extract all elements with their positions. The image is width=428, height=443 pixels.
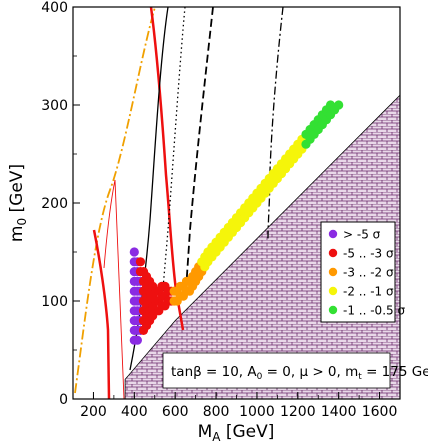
legend-marker bbox=[328, 229, 338, 239]
y-tick-label: 0 bbox=[59, 392, 68, 408]
scatter-point bbox=[135, 257, 146, 267]
black-dashdot-curve bbox=[267, 7, 284, 241]
scatter-point bbox=[132, 335, 142, 345]
y-tick-label: 100 bbox=[41, 294, 68, 310]
legend-label: > -5 σ bbox=[343, 228, 381, 242]
y-tick-label: 200 bbox=[41, 196, 68, 212]
legend-marker bbox=[328, 248, 338, 258]
scatter-point bbox=[129, 247, 139, 257]
legend-label: -3 .. -2 σ bbox=[343, 266, 394, 280]
legend-label: -2 .. -1 σ bbox=[343, 285, 394, 299]
black-dashed-curve bbox=[185, 7, 214, 291]
x-tick-label: 200 bbox=[80, 404, 107, 420]
x-axis-ticks: 200 400 600 800 1000 1200 1400 1600 bbox=[72, 392, 401, 420]
legend: > -5 σ -5 .. -3 σ -3 .. -2 σ -2 .. -1 σ -1 .… bbox=[320, 221, 405, 323]
y-tick-label: 300 bbox=[41, 98, 68, 114]
y-axis-ticks: 0 100 200 300 400 bbox=[41, 0, 80, 408]
red-thick-curve-right bbox=[149, 7, 185, 331]
scatter-point bbox=[334, 100, 344, 110]
scatter-points bbox=[129, 100, 344, 345]
legend-marker bbox=[328, 267, 338, 277]
legend-label: -5 .. -3 σ bbox=[343, 247, 394, 261]
y-axis-label: m0 [GeV] bbox=[7, 164, 29, 242]
legend-label: -1 .. -0.5 σ bbox=[343, 304, 405, 318]
orange-dashdot-curve bbox=[74, 7, 156, 394]
legend-marker bbox=[328, 305, 338, 315]
red-thick-curve-left bbox=[92, 229, 111, 399]
x-tick-label: 600 bbox=[162, 404, 189, 420]
x-tick-label: 1200 bbox=[280, 404, 316, 420]
x-tick-label: 400 bbox=[121, 404, 148, 420]
x-tick-label: 1400 bbox=[321, 404, 357, 420]
black-dotted-curve bbox=[161, 7, 186, 301]
annotation-text: tanβ = 10, A0 = 0, μ > 0, mt = 175 GeV bbox=[171, 364, 428, 382]
x-tick-label: 1000 bbox=[239, 404, 275, 420]
excluded-region bbox=[124, 94, 400, 399]
x-tick-label: 1600 bbox=[362, 404, 398, 420]
annotation-box: tanβ = 10, A0 = 0, μ > 0, mt = 175 GeV bbox=[162, 352, 428, 389]
constraint-curves bbox=[74, 7, 284, 399]
x-axis-label: MA [GeV] bbox=[198, 422, 275, 443]
red-thin-curve-left bbox=[103, 179, 125, 399]
legend-marker bbox=[328, 286, 338, 296]
x-tick-label: 800 bbox=[203, 404, 230, 420]
y-tick-label: 400 bbox=[41, 0, 68, 16]
